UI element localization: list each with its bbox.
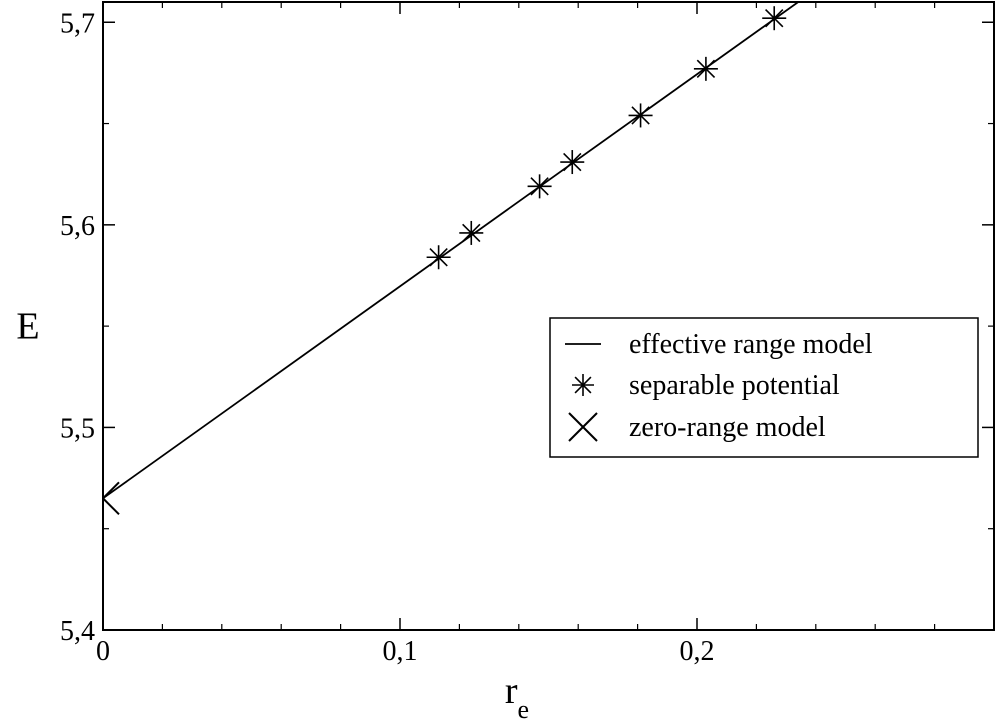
- separable-potential-point: [693, 56, 718, 81]
- asterisk-stroke: [563, 152, 582, 172]
- legend-cross-marker: [568, 412, 598, 442]
- y-axis-label: E: [16, 306, 39, 348]
- legend-cross-swatch: [568, 412, 598, 442]
- separable-potential-point: [560, 150, 585, 175]
- y-tick-label: 5,4: [60, 616, 95, 647]
- legend-asterisk-swatch: [572, 374, 594, 396]
- separable-potential-point: [426, 245, 451, 270]
- separable-potential-point: [762, 6, 787, 31]
- cross-stroke: [103, 481, 120, 500]
- asterisk-stroke: [429, 248, 448, 267]
- asterisk-stroke: [462, 223, 481, 243]
- separable-potential-point: [459, 220, 484, 245]
- cross-stroke: [568, 412, 598, 442]
- y-tick-label: 5,7: [60, 8, 95, 39]
- legend-asterisk-marker: [572, 374, 594, 396]
- separable-potential-point: [628, 103, 653, 128]
- x-tick-label: 0: [96, 636, 110, 667]
- x-axis-label-main: r: [505, 670, 518, 712]
- series-layer: [103, 2, 800, 516]
- axis-tick-labels: 0 0,1 0,2 5,4 5,5 5,6 5,7: [60, 8, 715, 667]
- x-axis-label-subscript: e: [518, 695, 530, 724]
- legend-box: [549, 317, 979, 458]
- zero-range-model-point: [103, 481, 120, 516]
- asterisk-stroke: [574, 376, 592, 394]
- x-tick-label: 0,2: [680, 636, 715, 667]
- axis-ticks: [102, 2, 994, 631]
- y-tick-label: 5,5: [60, 413, 95, 444]
- asterisk-stroke: [631, 106, 650, 125]
- x-tick-label: 0,1: [383, 636, 418, 667]
- effective-range-model-line: [103, 2, 800, 500]
- legend-label-zero-range-model: zero-range model: [629, 412, 826, 443]
- asterisk-stroke: [765, 9, 784, 28]
- separable-potential-point: [527, 174, 552, 199]
- legend-label-effective-range-model: effective range model: [629, 329, 873, 360]
- asterisk-stroke: [696, 59, 716, 79]
- legend-label-separable-potential: separable potential: [629, 370, 840, 401]
- cross-stroke: [103, 496, 120, 516]
- plot-frame: [102, 1, 995, 631]
- legend: effective range model separable potentia…: [549, 317, 979, 458]
- asterisk-stroke: [530, 177, 549, 196]
- x-axis-label: re: [505, 670, 529, 724]
- y-tick-label: 5,6: [60, 211, 95, 242]
